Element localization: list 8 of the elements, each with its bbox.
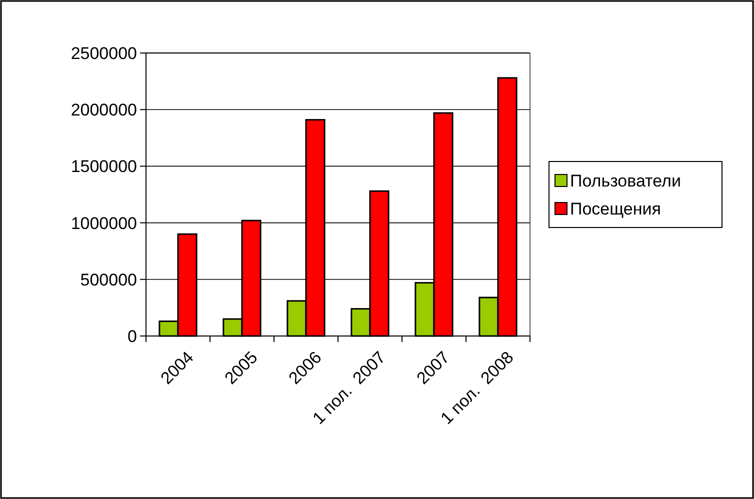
y-tick-label: 0 — [128, 326, 137, 346]
y-tick-label: 500000 — [80, 270, 137, 290]
legend-label: Посещения — [570, 199, 661, 218]
y-tick-label: 2500000 — [70, 44, 137, 63]
legend-label: Пользователи — [570, 171, 681, 190]
y-tick-label: 1000000 — [70, 214, 137, 233]
y-tick-label: 1500000 — [70, 157, 137, 176]
y-tick-label: 2000000 — [70, 100, 137, 120]
